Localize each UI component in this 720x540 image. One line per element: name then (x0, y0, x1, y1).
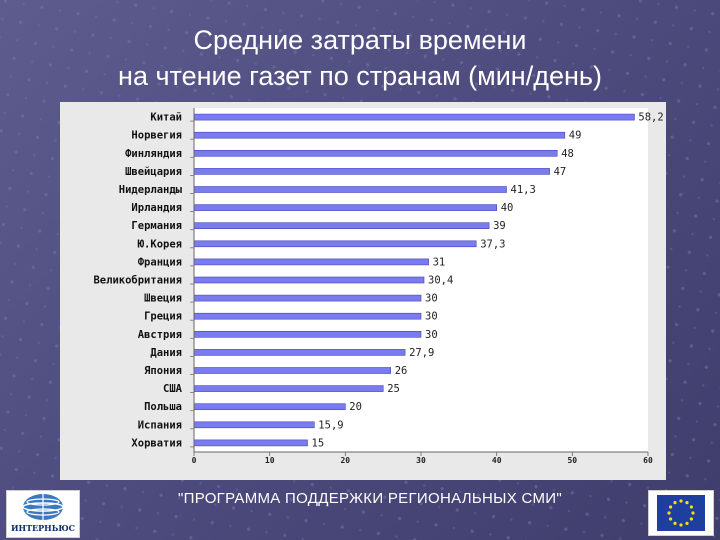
eu-star-icon (679, 499, 683, 503)
eu-star-icon (669, 505, 673, 509)
category-label: Швеция (144, 293, 182, 305)
value-label: 40 (501, 202, 514, 214)
eu-star-icon (685, 521, 689, 525)
value-label: 41,3 (511, 184, 536, 196)
category-label: Финляндия (125, 148, 182, 160)
x-tick-label: 50 (567, 456, 577, 465)
logo-text: ИНТЕРНЬЮС (10, 523, 75, 533)
category-label: Хорватия (131, 437, 182, 449)
bar (193, 113, 635, 121)
category-label: Испания (138, 419, 182, 431)
x-tick-label: 0 (192, 456, 197, 465)
eu-star-icon (667, 511, 671, 515)
x-tick-label: 10 (265, 456, 275, 465)
category-label: Нидерланды (119, 184, 183, 196)
value-label: 48 (561, 148, 574, 160)
value-label: 27,9 (409, 347, 434, 359)
bar (193, 168, 550, 175)
bar (193, 349, 406, 356)
value-label: 20 (349, 401, 362, 413)
bar (193, 258, 429, 266)
eu-star-icon (691, 511, 695, 515)
value-label: 30,4 (428, 275, 453, 287)
category-label: Япония (144, 365, 182, 377)
x-tick-label: 40 (492, 456, 502, 465)
category-label: Австрия (138, 329, 182, 341)
value-label: 15 (312, 437, 325, 449)
category-label: Германия (131, 220, 182, 232)
value-label: 26 (395, 365, 408, 377)
value-label: 47 (554, 166, 567, 178)
category-label: Дания (150, 347, 182, 359)
chart-panel: Китай 58,2 Норвегия 49 Финляндия 48 Швейцария 4… (60, 102, 666, 480)
bar (193, 276, 425, 284)
value-label: 37,3 (480, 238, 505, 250)
bar (193, 312, 422, 320)
value-label: 30 (425, 329, 438, 341)
bar (193, 294, 422, 302)
category-label: США (163, 383, 183, 395)
bar (193, 131, 566, 139)
eu-star-icon (673, 501, 677, 505)
eu-star-icon (689, 517, 693, 521)
category-label: Великобритания (93, 275, 182, 287)
program-caption: "ПРОГРАММА ПОДДЕРЖКИ РЕГИОНАЛЬНЫХ СМИ" (178, 490, 562, 507)
category-label: Норвегия (131, 130, 182, 142)
category-label: Ирландия (131, 202, 182, 214)
eu-star-icon (685, 501, 689, 505)
bar (193, 204, 498, 211)
bar-chart: Китай 58,2 Норвегия 49 Финляндия 48 Швейцария 4… (93, 108, 664, 465)
bar (193, 331, 422, 338)
eu-star-icon (689, 505, 693, 509)
bar (193, 240, 477, 248)
value-label: 25 (387, 383, 400, 395)
category-label: Франция (138, 256, 182, 268)
value-label: 39 (493, 220, 506, 232)
x-tick-label: 60 (643, 456, 653, 465)
bar (193, 367, 391, 374)
eu-star-icon (673, 521, 677, 525)
value-label: 15,9 (318, 419, 343, 431)
slide-title: Средние затраты времени на чтение газет … (40, 22, 680, 94)
bar (193, 421, 315, 429)
title-line-1: Средние затраты времени (193, 25, 527, 55)
bar (193, 186, 507, 193)
value-label: 49 (569, 130, 582, 142)
category-label: Греция (144, 311, 182, 323)
bar (193, 385, 384, 392)
value-label: 30 (425, 293, 438, 305)
bar (193, 403, 346, 411)
internews-logo: ИНТЕРНЬЮС (6, 490, 80, 538)
value-label: 58,2 (638, 112, 663, 124)
bar (193, 222, 490, 229)
value-label: 31 (433, 256, 446, 268)
eu-flag-icon (648, 490, 714, 536)
value-label: 30 (425, 311, 438, 323)
globe-icon (22, 494, 64, 520)
x-tick-label: 30 (416, 456, 426, 465)
title-line-2: на чтение газет по странам (мин/день) (118, 61, 602, 91)
x-tick-label: 20 (340, 456, 350, 465)
eu-star-icon (669, 517, 673, 521)
bar (193, 149, 558, 157)
category-label: Ю.Корея (138, 238, 182, 250)
eu-star-icon (679, 523, 683, 527)
category-label: Швейцария (125, 166, 182, 178)
category-label: Польша (144, 401, 182, 413)
category-label: Китай (150, 112, 182, 124)
bar (193, 439, 308, 447)
